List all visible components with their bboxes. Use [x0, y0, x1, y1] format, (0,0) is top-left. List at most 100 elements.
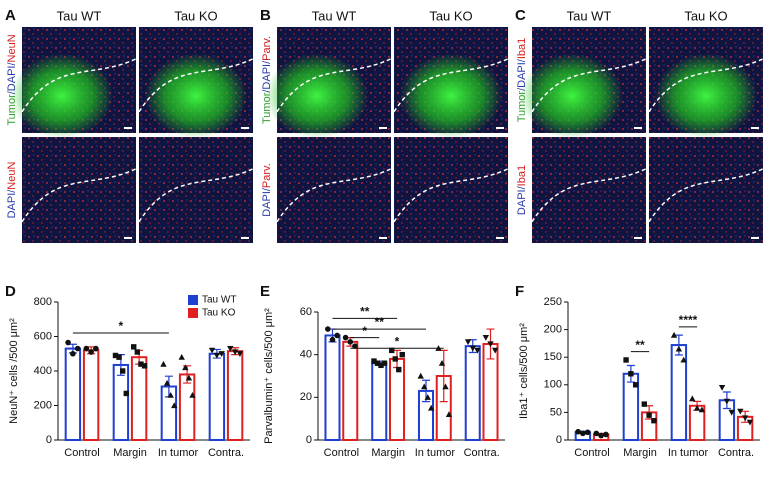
- data-point: [325, 326, 331, 332]
- data-point: [698, 406, 706, 413]
- data-point: [371, 358, 377, 364]
- tumor-border: [21, 168, 137, 223]
- tumor-border: [648, 58, 764, 113]
- legend-label: Tau WT: [202, 295, 236, 306]
- bar: [371, 362, 388, 442]
- y-tick-label: 40: [300, 349, 312, 361]
- y-tick-label: 250: [544, 296, 562, 308]
- y-axis-label: Iba1⁺ cells/500 μm²: [518, 323, 530, 419]
- row-label: DAPI/Iba1: [516, 165, 528, 215]
- data-point: [178, 354, 185, 360]
- data-point: [428, 404, 435, 411]
- data-point: [138, 361, 144, 367]
- data-point: [218, 351, 225, 357]
- row-label-part: Iba1: [516, 38, 528, 59]
- data-point: [723, 398, 731, 405]
- data-point: [65, 339, 71, 346]
- x-tick-label: Contra.: [718, 447, 754, 459]
- micrograph: [277, 137, 391, 243]
- bar: [112, 363, 130, 441]
- data-point: [231, 349, 239, 356]
- column-header: Tau WT: [567, 8, 612, 23]
- y-tick-label: 50: [550, 406, 562, 418]
- data-point: [741, 415, 749, 422]
- data-point: [646, 412, 652, 418]
- micrograph: [22, 137, 136, 243]
- data-point: [171, 402, 178, 409]
- data-point: [603, 431, 609, 438]
- data-point: [112, 352, 119, 359]
- data-point: [352, 343, 358, 349]
- tumor-signal: [144, 53, 248, 139]
- data-point: [396, 366, 402, 373]
- y-tick-label: 0: [556, 434, 562, 446]
- data-point: [487, 341, 494, 348]
- data-point: [491, 347, 499, 354]
- tumor-border: [276, 168, 392, 223]
- tumor-border: [138, 168, 254, 223]
- tumor-border: [531, 58, 647, 113]
- data-point: [442, 383, 449, 390]
- row-label-part: DAPI/: [6, 189, 18, 219]
- tumor-border: [138, 58, 254, 113]
- significance-label: *: [119, 319, 124, 333]
- data-point: [185, 374, 193, 381]
- y-tick-label: 400: [34, 365, 52, 377]
- data-point: [737, 408, 744, 415]
- data-point: [746, 419, 754, 426]
- x-tick-label: Control: [324, 447, 359, 459]
- data-point: [728, 409, 735, 416]
- data-point: [123, 390, 129, 397]
- data-point: [580, 430, 586, 437]
- x-tick-label: Contra.: [464, 447, 500, 459]
- significance-label: **: [375, 315, 385, 329]
- micrograph: [139, 137, 253, 243]
- data-point: [399, 351, 405, 358]
- tumor-border: [393, 168, 509, 223]
- data-point: [445, 411, 453, 417]
- data-point: [584, 429, 591, 436]
- data-point: [464, 339, 472, 346]
- data-point: [189, 391, 196, 398]
- y-tick-label: 0: [306, 434, 312, 446]
- column-header: Tau KO: [684, 8, 727, 23]
- data-point: [74, 345, 81, 352]
- panel-label: E: [260, 283, 270, 300]
- y-tick-label: 800: [34, 296, 52, 308]
- tumor-border: [531, 168, 647, 223]
- data-point: [718, 384, 726, 391]
- tumor-signal: [654, 53, 758, 139]
- data-point: [675, 345, 683, 352]
- y-tick-label: 200: [544, 324, 562, 336]
- data-point: [575, 428, 581, 435]
- panel-label: C: [515, 7, 526, 24]
- y-tick-label: 0: [46, 434, 52, 446]
- scale-bar: [124, 237, 132, 239]
- bar: [130, 356, 148, 442]
- data-point: [651, 417, 657, 424]
- data-point: [680, 356, 687, 363]
- significance-label: **: [360, 305, 370, 319]
- column-header: Tau WT: [57, 8, 102, 23]
- data-point: [70, 350, 76, 357]
- data-point: [160, 360, 167, 367]
- data-point: [83, 345, 90, 352]
- data-point: [182, 364, 189, 371]
- scale-bar: [751, 127, 759, 129]
- data-point: [134, 349, 141, 355]
- data-point: [623, 357, 629, 363]
- bar: [64, 347, 82, 442]
- data-point: [482, 335, 490, 341]
- x-tick-label: In tumor: [668, 447, 709, 459]
- scale-bar: [379, 237, 387, 239]
- bar: [342, 340, 359, 441]
- data-point: [421, 383, 428, 390]
- x-tick-label: Margin: [623, 447, 657, 459]
- column-header: Tau KO: [174, 8, 217, 23]
- panel-label: D: [5, 283, 16, 300]
- data-point: [598, 432, 604, 439]
- column-header: Tau WT: [312, 8, 357, 23]
- data-point: [689, 395, 696, 402]
- y-tick-label: 200: [34, 399, 52, 411]
- panel-label: B: [260, 7, 271, 24]
